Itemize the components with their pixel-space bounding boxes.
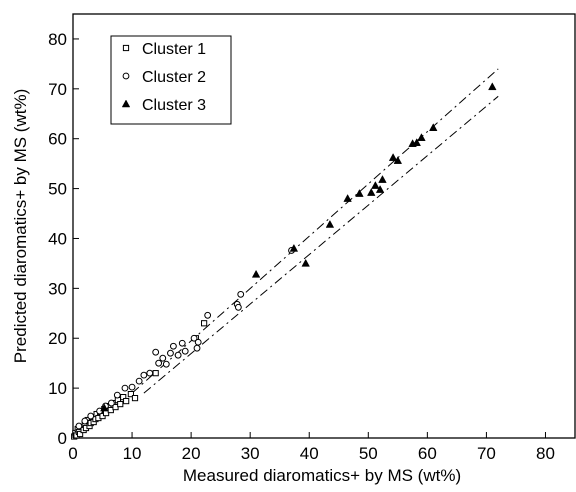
data-point-cluster-1 bbox=[201, 320, 208, 327]
legend-marker-cluster-3 bbox=[121, 99, 131, 108]
data-point-cluster-2 bbox=[152, 348, 160, 356]
data-point-cluster-3 bbox=[488, 82, 497, 91]
data-point-cluster-2 bbox=[237, 290, 245, 298]
data-point-cluster-2 bbox=[155, 359, 163, 367]
y-tick-label: 40 bbox=[48, 229, 67, 248]
y-axis-ticks: 0 10 20 30 40 50 60 70 80 bbox=[48, 30, 79, 448]
series-cluster-2 bbox=[75, 247, 295, 430]
y-tick-label: 0 bbox=[58, 429, 67, 448]
data-point-cluster-2 bbox=[121, 384, 129, 392]
x-tick-label: 20 bbox=[182, 444, 201, 463]
data-point-cluster-2 bbox=[135, 377, 143, 385]
data-point-cluster-3 bbox=[251, 269, 261, 278]
y-tick-label: 30 bbox=[48, 279, 67, 298]
data-point-cluster-2 bbox=[75, 422, 83, 430]
legend-markers bbox=[121, 44, 131, 108]
data-point-cluster-3 bbox=[289, 243, 299, 252]
data-point-cluster-2 bbox=[174, 351, 182, 359]
data-point-cluster-1 bbox=[131, 394, 139, 402]
data-point-cluster-2 bbox=[146, 369, 154, 377]
y-tick-label: 80 bbox=[48, 30, 67, 49]
data-point-cluster-2 bbox=[159, 354, 167, 362]
data-point-cluster-1 bbox=[123, 397, 130, 405]
legend-marker-cluster-1 bbox=[122, 44, 130, 52]
data-point-cluster-2 bbox=[204, 311, 212, 319]
y-tick-label: 60 bbox=[48, 130, 67, 149]
x-tick-label: 0 bbox=[68, 444, 77, 463]
y-tick-label: 20 bbox=[48, 329, 67, 348]
x-tick-label: 70 bbox=[477, 444, 496, 463]
data-point-cluster-1 bbox=[127, 391, 134, 398]
legend-label-cluster-3: Cluster 3 bbox=[142, 97, 206, 114]
legend-marker-cluster-2 bbox=[122, 72, 130, 80]
x-tick-label: 50 bbox=[359, 444, 378, 463]
data-point-cluster-1 bbox=[117, 400, 124, 408]
data-point-cluster-2 bbox=[234, 303, 242, 311]
data-point-cluster-3 bbox=[100, 403, 109, 412]
data-point-cluster-2 bbox=[170, 342, 177, 350]
y-tick-label: 70 bbox=[48, 80, 67, 99]
y-tick-label: 50 bbox=[48, 180, 67, 199]
x-tick-label: 80 bbox=[536, 444, 555, 463]
data-point-cluster-2 bbox=[140, 371, 148, 379]
data-point-cluster-3 bbox=[355, 189, 364, 197]
data-point-cluster-3 bbox=[367, 188, 376, 196]
data-points bbox=[71, 82, 497, 440]
data-point-cluster-1 bbox=[76, 430, 84, 438]
legend: Cluster 1 Cluster 2 Cluster 3 bbox=[110, 35, 232, 125]
x-axis-ticks: 0 10 20 30 40 50 60 70 80 bbox=[68, 432, 555, 463]
data-point-cluster-3 bbox=[301, 258, 310, 267]
x-tick-label: 40 bbox=[300, 444, 319, 463]
data-point-cluster-2 bbox=[87, 412, 95, 420]
data-point-cluster-2 bbox=[194, 338, 202, 346]
data-point-cluster-3 bbox=[371, 181, 380, 189]
x-tick-label: 30 bbox=[241, 444, 260, 463]
data-point-cluster-2 bbox=[81, 417, 89, 425]
data-point-cluster-2 bbox=[181, 347, 189, 355]
plot-frame bbox=[72, 13, 576, 439]
y-tick-label: 10 bbox=[48, 379, 67, 398]
x-tick-label: 10 bbox=[123, 444, 142, 463]
data-point-cluster-2 bbox=[178, 339, 186, 347]
data-point-cluster-3 bbox=[378, 175, 387, 183]
legend-label-cluster-2: Cluster 2 bbox=[142, 69, 206, 86]
data-point-cluster-2 bbox=[193, 344, 201, 352]
data-point-cluster-3 bbox=[429, 123, 438, 131]
x-tick-label: 60 bbox=[418, 444, 437, 463]
data-point-cluster-3 bbox=[325, 219, 335, 228]
data-point-cluster-2 bbox=[107, 399, 115, 407]
legend-label-cluster-1: Cluster 1 bbox=[142, 41, 206, 58]
series-cluster-3 bbox=[100, 82, 497, 412]
data-point-cluster-3 bbox=[388, 153, 398, 161]
y-axis-title: Predicted diaromatics+ by MS (wt%) bbox=[11, 89, 30, 363]
legend-box bbox=[110, 35, 232, 125]
data-point-cluster-3 bbox=[412, 138, 421, 146]
data-point-cluster-2 bbox=[167, 349, 174, 357]
data-point-cluster-3 bbox=[393, 156, 403, 164]
data-point-cluster-1 bbox=[152, 370, 159, 377]
data-point-cluster-2 bbox=[113, 391, 121, 399]
data-point-cluster-3 bbox=[417, 133, 426, 141]
x-axis-title: Measured diaromatics+ by MS (wt%) bbox=[183, 466, 461, 485]
data-point-cluster-2 bbox=[162, 360, 170, 368]
confidence-band-line bbox=[143, 95, 499, 394]
data-point-cluster-3 bbox=[375, 185, 385, 193]
data-point-cluster-3 bbox=[343, 194, 352, 202]
data-point-cluster-2 bbox=[128, 383, 136, 391]
data-point-cluster-2 bbox=[190, 334, 198, 342]
